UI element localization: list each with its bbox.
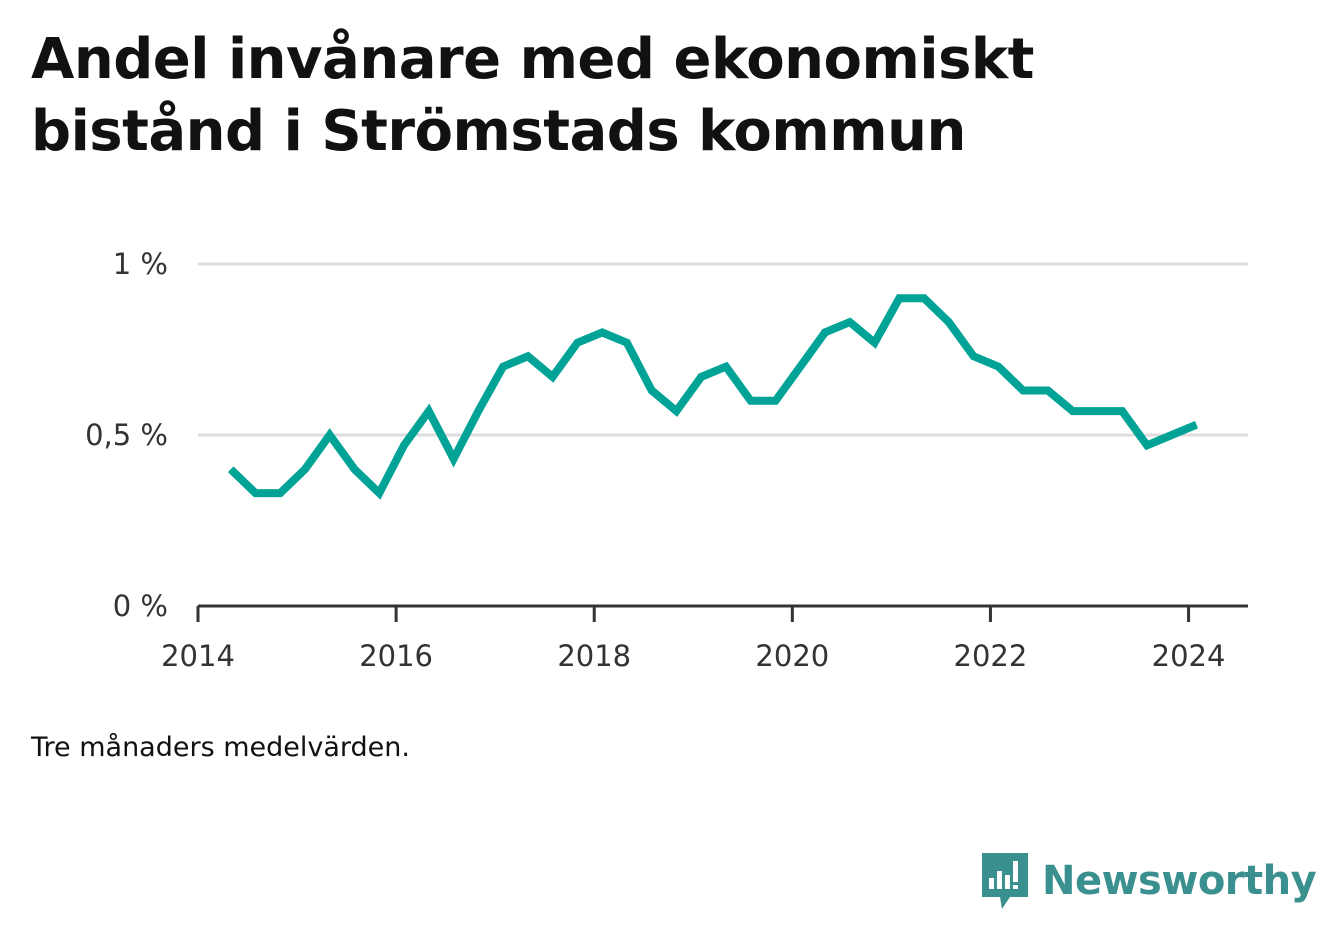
y-axis-tick-labels: 0 % 0,5 % 1 % (85, 247, 168, 623)
series-line (227, 294, 1199, 500)
newsworthy-logo-icon (982, 853, 1028, 909)
y-tick-label: 0,5 % (85, 418, 168, 452)
y-tick-label: 1 % (113, 247, 168, 281)
x-tick-label: 2018 (557, 639, 631, 673)
x-axis-ticks: 2014 2016 2018 2020 2022 2024 (161, 606, 1225, 673)
y-tick-label: 0 % (113, 589, 168, 623)
x-tick-label: 2014 (161, 639, 235, 673)
x-tick-label: 2022 (954, 639, 1028, 673)
x-tick-label: 2020 (755, 639, 829, 673)
x-tick-label: 2024 (1152, 639, 1226, 673)
line-chart: 0 % 0,5 % 1 % 2014 2016 2018 2020 2022 2024 (85, 247, 1248, 673)
brand-logo: Newsworthy (980, 850, 1317, 912)
grid-lines (198, 262, 1248, 437)
brand-name: Newsworthy (1042, 858, 1317, 904)
chart-title: Andel invånare med ekonomiskt bistånd i … (31, 27, 1034, 164)
chart-note: Tre månaders medelvärden. (31, 732, 410, 763)
x-tick-label: 2016 (359, 639, 433, 673)
